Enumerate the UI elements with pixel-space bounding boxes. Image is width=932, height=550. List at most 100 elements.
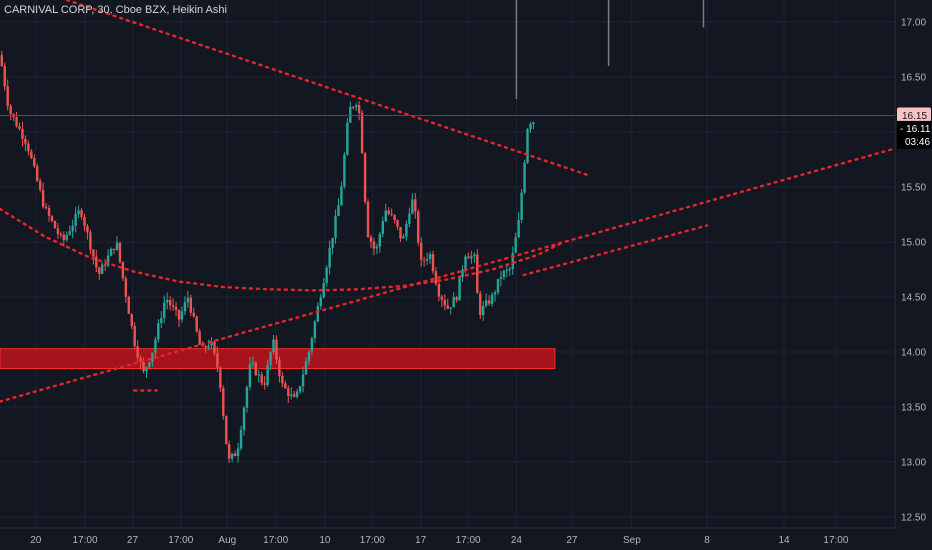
candle-body bbox=[431, 254, 435, 272]
candle-body bbox=[248, 364, 252, 388]
candle-body bbox=[157, 323, 160, 340]
candle-body bbox=[165, 300, 169, 303]
candle-body bbox=[154, 339, 157, 353]
candle-body bbox=[266, 364, 269, 385]
candle-body bbox=[86, 226, 89, 233]
candle-body bbox=[458, 277, 461, 301]
candle-body bbox=[65, 234, 68, 240]
candle-body bbox=[360, 113, 364, 154]
candle-body bbox=[53, 221, 57, 229]
candle-body bbox=[83, 216, 86, 227]
candle-body bbox=[331, 237, 334, 248]
candle-body bbox=[396, 219, 399, 227]
candle-body bbox=[213, 341, 216, 354]
candle-body bbox=[33, 157, 36, 167]
candle-body bbox=[207, 345, 210, 348]
candle-body bbox=[479, 293, 482, 315]
candle-body bbox=[419, 242, 423, 260]
candle-body bbox=[195, 316, 198, 332]
candle-body bbox=[109, 248, 113, 256]
time-tick-label: 17:00 bbox=[823, 535, 848, 546]
candle-body bbox=[163, 302, 166, 318]
candle-body bbox=[517, 219, 520, 238]
candle-body bbox=[484, 300, 488, 306]
candle-body bbox=[455, 297, 458, 301]
candle-body bbox=[18, 126, 21, 129]
candle-body bbox=[355, 105, 358, 108]
candle-body bbox=[307, 351, 311, 362]
time-tick-label: 17:00 bbox=[360, 535, 385, 546]
candle-body bbox=[41, 189, 45, 207]
candle-body bbox=[384, 210, 387, 222]
grid bbox=[0, 0, 895, 528]
candle-body bbox=[133, 326, 136, 347]
candle-body bbox=[177, 309, 181, 320]
candle-body bbox=[168, 300, 172, 306]
candle-body bbox=[118, 242, 122, 262]
candle-body bbox=[526, 129, 529, 163]
candle-body bbox=[337, 205, 340, 217]
candle-body bbox=[77, 210, 80, 214]
candle-body bbox=[393, 214, 396, 220]
candle-body bbox=[142, 362, 145, 372]
candle-body bbox=[446, 305, 449, 309]
candle-body bbox=[411, 199, 414, 214]
candle-body bbox=[328, 247, 331, 268]
chart-title: CARNIVAL CORP, 30, Cboe BZX, Heikin Ashi bbox=[4, 4, 227, 16]
candle-body bbox=[284, 383, 287, 389]
candle-body bbox=[464, 256, 467, 270]
time-tick-label: 8 bbox=[704, 535, 710, 546]
candle-body bbox=[186, 297, 190, 303]
candle-body bbox=[251, 362, 255, 365]
candle-body bbox=[21, 128, 24, 139]
candle-body bbox=[239, 429, 243, 449]
candle-body bbox=[422, 259, 426, 261]
time-axis-bg bbox=[0, 528, 932, 550]
candle-body bbox=[281, 375, 284, 384]
candle-body bbox=[346, 122, 349, 155]
crosshair-tag-bg bbox=[897, 120, 931, 149]
candle-body bbox=[245, 387, 249, 408]
candle-body bbox=[62, 234, 66, 240]
candle-body bbox=[290, 394, 293, 396]
candle-body bbox=[101, 264, 104, 274]
trendlines bbox=[0, 0, 897, 403]
candle-body bbox=[514, 237, 517, 253]
candle-body bbox=[352, 106, 355, 108]
candle-body bbox=[233, 453, 237, 456]
candle-body bbox=[319, 297, 322, 307]
candle-body bbox=[236, 448, 240, 456]
candle-body bbox=[520, 192, 523, 220]
candle-body bbox=[334, 216, 337, 238]
candle-body bbox=[222, 388, 225, 416]
candle-body bbox=[3, 66, 6, 87]
candle-body bbox=[9, 106, 12, 114]
candle-body bbox=[378, 233, 382, 247]
time-tick-label: 17:00 bbox=[168, 535, 193, 546]
candle-body bbox=[139, 357, 142, 363]
candle-body bbox=[405, 223, 408, 237]
crosshair-price-tag: - 16.11 bbox=[900, 124, 931, 135]
candle-body bbox=[434, 271, 438, 284]
candle-body bbox=[366, 201, 370, 238]
candle-body bbox=[124, 278, 128, 297]
candle-body bbox=[511, 252, 514, 270]
candle-body bbox=[310, 338, 314, 352]
price-tick-label: 13.00 bbox=[901, 458, 926, 469]
candle-body bbox=[15, 117, 18, 127]
candle-body bbox=[44, 206, 48, 209]
candle-body bbox=[210, 341, 213, 346]
candle-body bbox=[228, 444, 231, 459]
time-tick-label: 27 bbox=[127, 535, 139, 546]
candle-body bbox=[74, 213, 77, 226]
candle-body bbox=[357, 105, 361, 114]
candle-body bbox=[130, 314, 133, 327]
time-tick-label: 17 bbox=[415, 535, 427, 546]
candle-body bbox=[219, 367, 222, 389]
candle-body bbox=[449, 307, 452, 309]
candle-body bbox=[425, 258, 429, 261]
candle-body bbox=[298, 386, 302, 392]
candle-body bbox=[275, 339, 278, 360]
candle-body bbox=[56, 228, 60, 235]
